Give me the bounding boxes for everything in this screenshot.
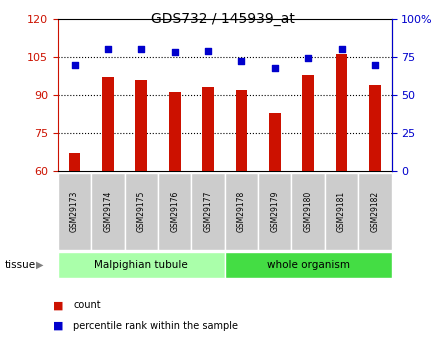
Point	[138, 47, 145, 52]
Bar	[58, 252, 225, 278]
Point	[105, 47, 112, 52]
Point	[338, 47, 345, 52]
Bar	[358, 172, 392, 250]
Bar	[202, 87, 214, 171]
Bar	[191, 172, 225, 250]
Bar	[269, 112, 281, 171]
Text: GSM29174: GSM29174	[103, 191, 113, 232]
Bar	[336, 55, 348, 171]
Text: GSM29173: GSM29173	[70, 191, 79, 232]
Text: GSM29179: GSM29179	[270, 191, 279, 232]
Point	[305, 56, 312, 61]
Bar	[102, 77, 114, 171]
Text: percentile rank within the sample: percentile rank within the sample	[73, 321, 239, 331]
Text: Malpighian tubule: Malpighian tubule	[94, 260, 188, 270]
Bar	[158, 172, 191, 250]
Point	[238, 59, 245, 64]
Bar	[235, 90, 247, 171]
Text: ■: ■	[53, 321, 63, 331]
Text: ▶: ▶	[36, 260, 44, 270]
Bar	[58, 172, 91, 250]
Text: tissue: tissue	[4, 260, 36, 270]
Text: GDS732 / 145939_at: GDS732 / 145939_at	[150, 12, 295, 26]
Text: GSM29177: GSM29177	[203, 191, 213, 232]
Bar	[302, 75, 314, 171]
Bar	[169, 92, 181, 171]
Text: GSM29176: GSM29176	[170, 191, 179, 232]
Text: GSM29178: GSM29178	[237, 191, 246, 232]
Text: GSM29181: GSM29181	[337, 191, 346, 232]
Bar	[135, 80, 147, 171]
Bar	[225, 172, 258, 250]
Text: GSM29180: GSM29180	[303, 191, 313, 232]
Text: GSM29182: GSM29182	[370, 191, 380, 232]
Point	[71, 62, 78, 67]
Text: count: count	[73, 300, 101, 310]
Bar	[125, 172, 158, 250]
Bar	[91, 172, 125, 250]
Bar	[369, 85, 381, 171]
Bar	[69, 153, 81, 171]
Bar	[225, 252, 392, 278]
Text: whole organism: whole organism	[267, 260, 350, 270]
Bar	[291, 172, 325, 250]
Text: GSM29175: GSM29175	[137, 191, 146, 232]
Point	[205, 48, 212, 53]
Point	[372, 62, 379, 67]
Point	[171, 50, 178, 55]
Bar	[325, 172, 358, 250]
Text: ■: ■	[53, 300, 63, 310]
Point	[271, 65, 279, 70]
Bar	[258, 172, 291, 250]
